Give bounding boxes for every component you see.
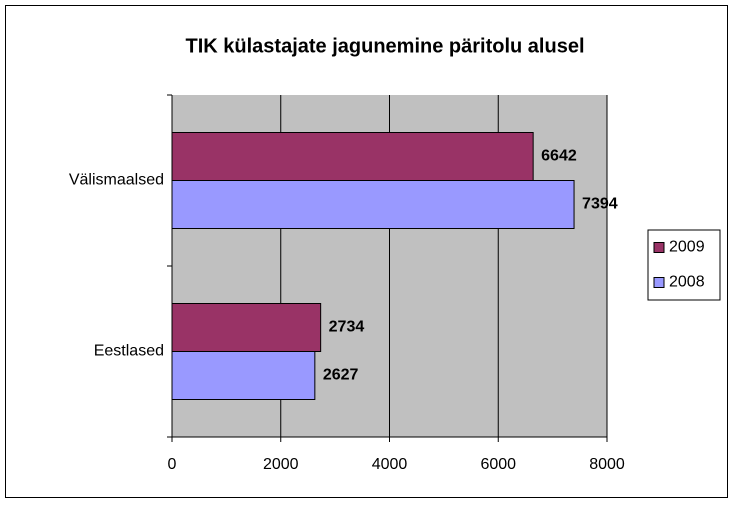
legend-swatch (653, 277, 665, 288)
bar (171, 303, 322, 352)
y-tick-label: Välismaalsed (69, 172, 164, 189)
data-label: 7394 (582, 196, 618, 213)
x-tick-label: 6000 (480, 456, 516, 473)
legend-box (647, 229, 721, 301)
legend-label: 2009 (669, 239, 705, 256)
y-tick-label: Eestlased (94, 343, 164, 360)
x-tick-label: 0 (168, 456, 177, 473)
data-label: 2734 (329, 319, 365, 336)
data-label: 2627 (323, 367, 359, 384)
legend-swatch (653, 242, 665, 253)
x-tick-label: 4000 (372, 456, 408, 473)
chart-title: TIK külastajate jagunemine päritolu alus… (186, 35, 585, 57)
bar (171, 132, 534, 181)
x-tick-label: 8000 (589, 456, 625, 473)
bar (171, 180, 575, 229)
x-tick-label: 2000 (263, 456, 299, 473)
legend-label: 2008 (669, 274, 705, 291)
data-label: 6642 (541, 148, 577, 165)
bar (171, 351, 316, 400)
